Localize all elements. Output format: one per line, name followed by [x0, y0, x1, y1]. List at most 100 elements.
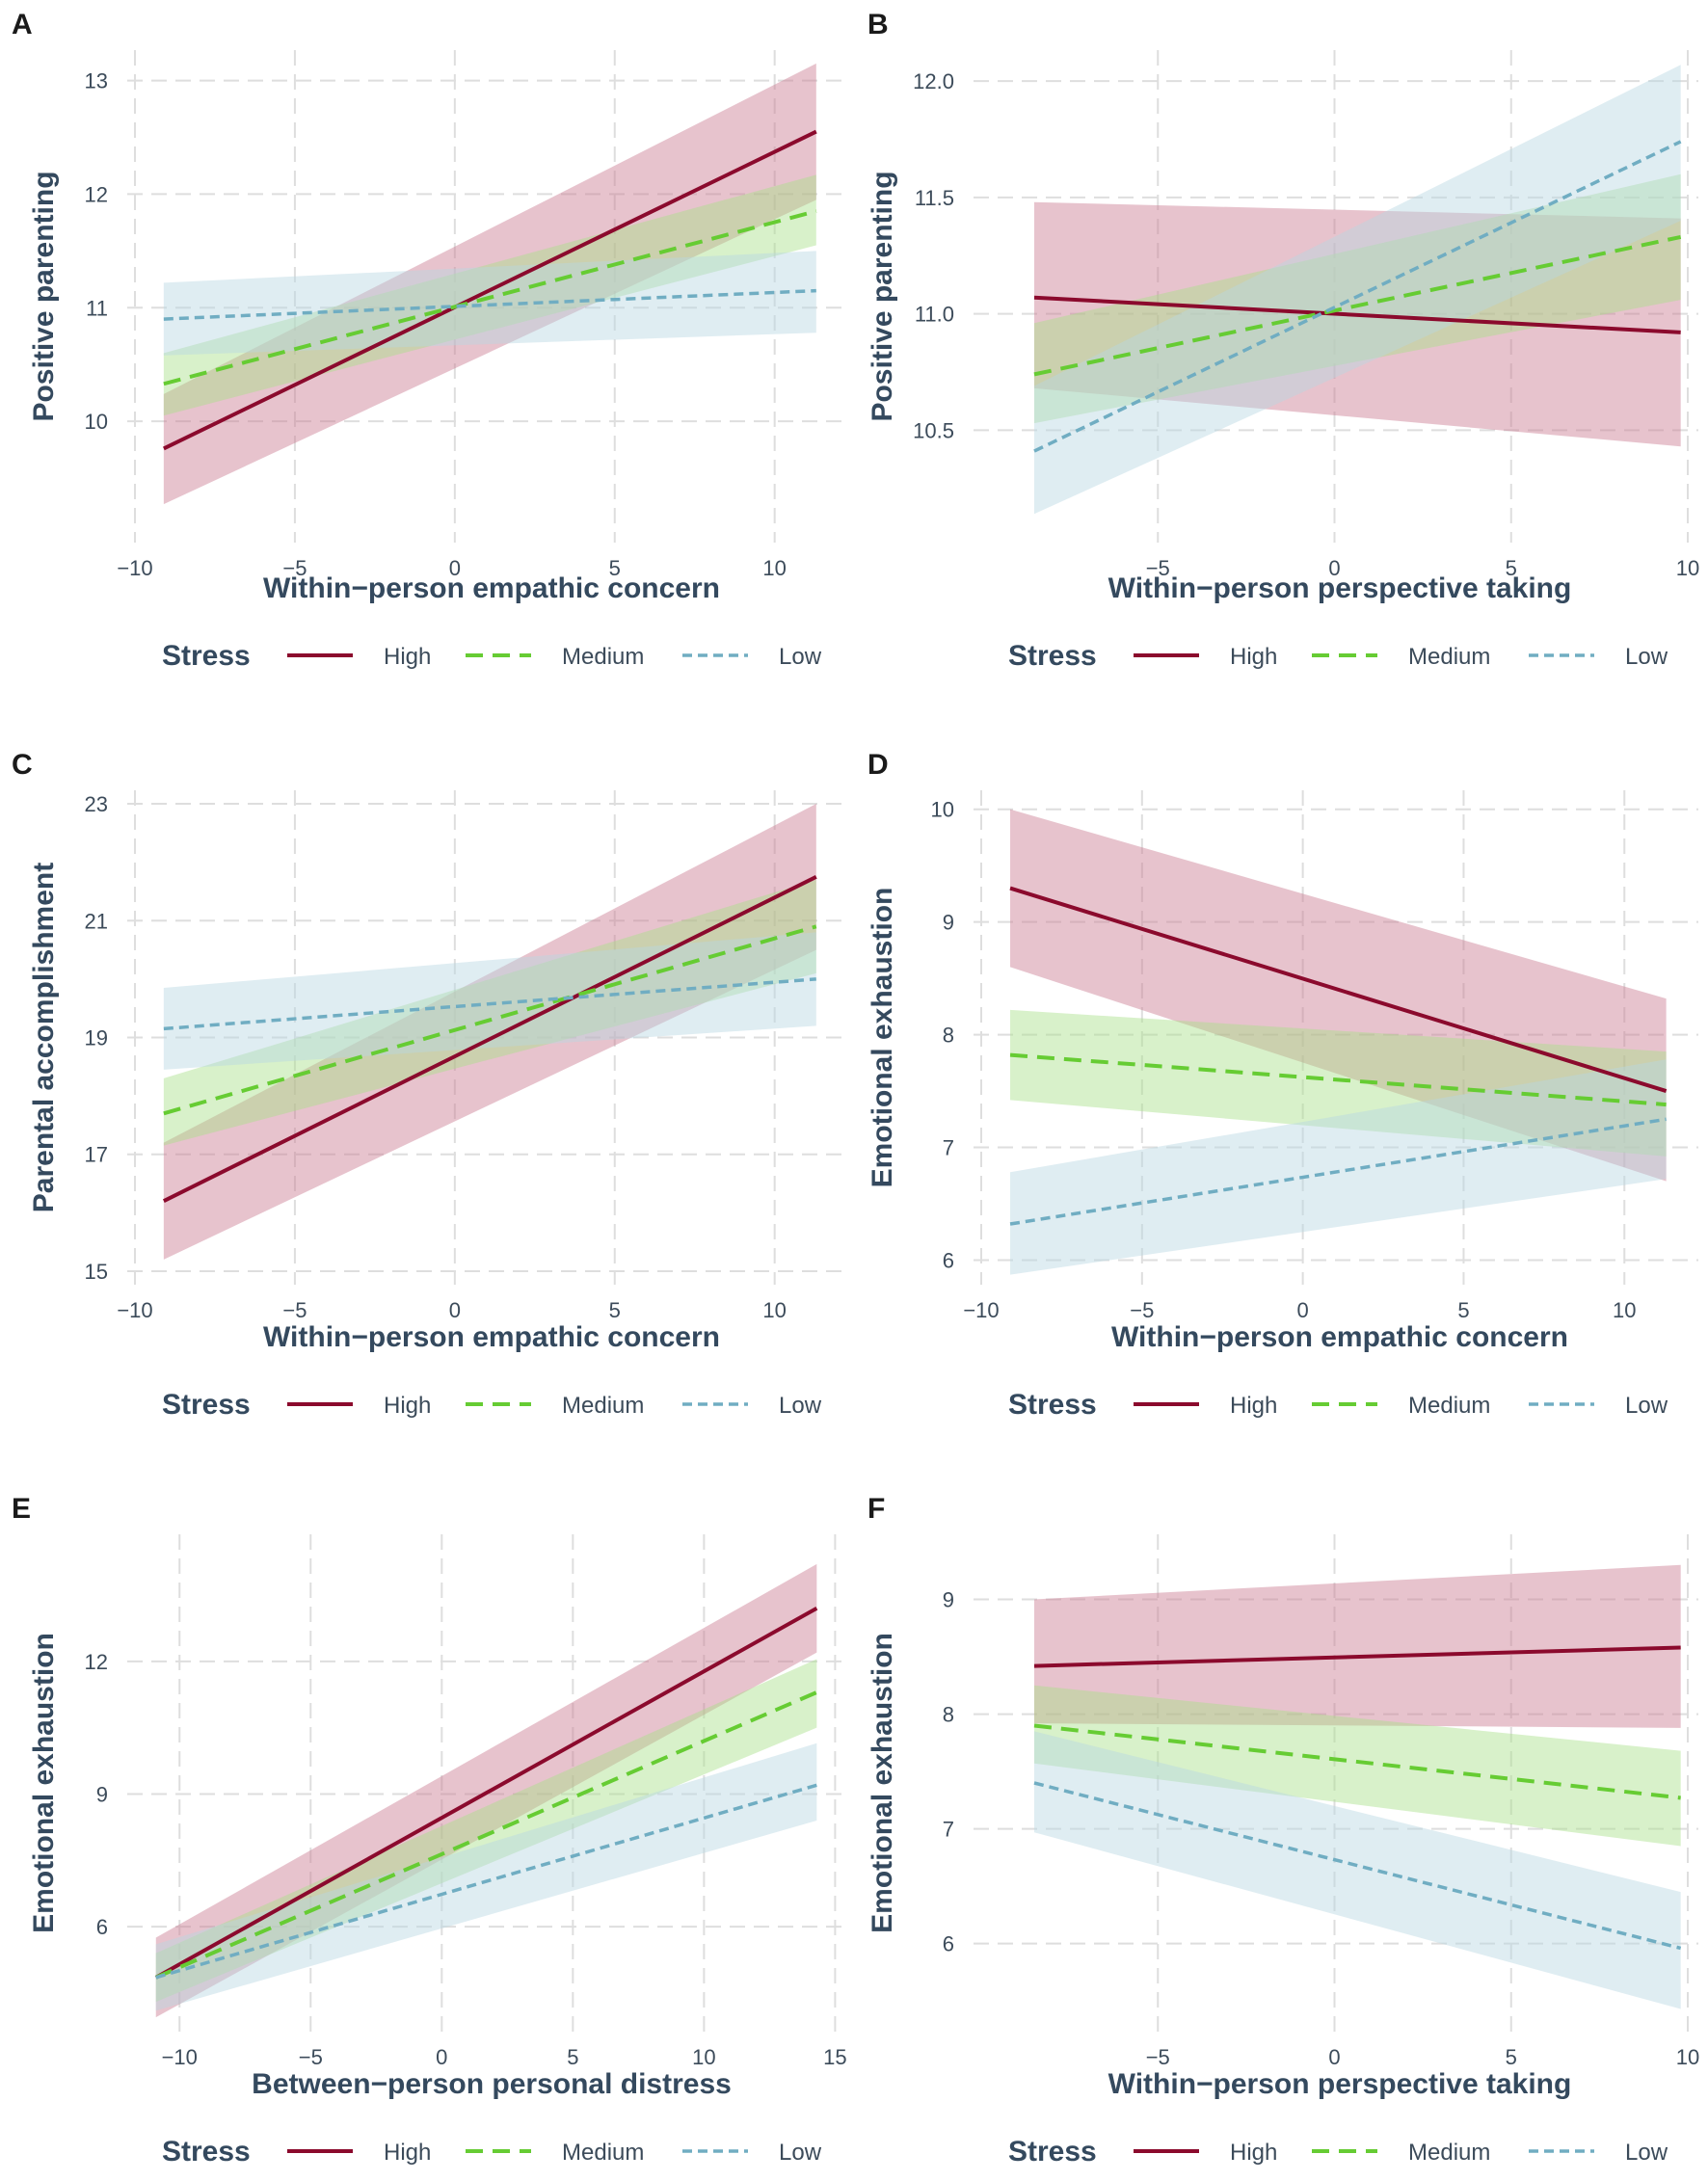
x-axis-title: Within−person empathic concern	[263, 1321, 720, 1353]
legend: Stress High Medium Low	[162, 640, 822, 672]
series-line-medium	[163, 924, 817, 1116]
series-line-medium	[154, 1690, 818, 1980]
y-tick-labels: 6 7 8 9 10	[931, 798, 954, 1273]
x-tick-label: −5	[1130, 1298, 1154, 1322]
y-tick-label: 17	[85, 1143, 108, 1167]
series-line-medium	[1033, 1723, 1681, 1800]
legend: Stress High Medium Low	[162, 1389, 822, 1421]
x-tick-label: 10	[1613, 1298, 1636, 1322]
x-tick-label: −10	[963, 1298, 999, 1322]
series-line-high	[162, 875, 817, 1203]
series-lines	[1033, 1645, 1682, 1951]
confidence-bands	[1033, 1564, 1681, 2009]
series-lines	[162, 129, 817, 451]
y-axis-title: Positive parenting	[28, 171, 60, 421]
y-tick-label: 6	[943, 1248, 954, 1272]
legend-label-high: High	[1230, 644, 1277, 670]
x-tick-label: 5	[1457, 1298, 1469, 1322]
x-tick-label: 10	[1676, 556, 1699, 580]
ci-band-high	[163, 63, 816, 505]
confidence-bands	[1010, 809, 1667, 1275]
x-tick-label: −5	[282, 556, 307, 580]
x-tick-label: −5	[1146, 556, 1170, 580]
series-lines	[1009, 886, 1668, 1226]
ci-band-medium	[163, 879, 816, 1146]
series-lines	[154, 1607, 818, 1980]
legend: Stress High Medium Low	[1008, 1389, 1668, 1421]
confidence-bands	[1033, 65, 1681, 515]
grid	[127, 1534, 848, 2032]
legend-label-medium: Medium	[562, 644, 644, 670]
x-tick-label: 0	[449, 1298, 461, 1322]
ci-band-low	[1033, 65, 1681, 515]
legend-label-medium: Medium	[1408, 2140, 1490, 2166]
x-axis-title: Within−person perspective taking	[1108, 2068, 1572, 2100]
legend-label-low: Low	[779, 644, 822, 670]
y-tick-label: 15	[85, 1260, 108, 1284]
x-tick-label: 10	[1676, 2045, 1699, 2069]
y-tick-label: 6	[96, 1915, 108, 1939]
y-tick-label: 10	[931, 798, 954, 822]
legend-title: Stress	[162, 1389, 251, 1421]
panel-letter: E	[12, 1493, 31, 1525]
x-tick-label: 0	[436, 2045, 447, 2069]
legend-label-low: Low	[1625, 644, 1668, 670]
legend-label-high: High	[1230, 2140, 1277, 2166]
x-axis-title: Within−person perspective taking	[1108, 572, 1572, 604]
series-line-high	[154, 1607, 818, 1980]
x-tick-label: 0	[449, 556, 461, 580]
y-axis-title: Positive parenting	[867, 171, 898, 421]
legend-label-low: Low	[779, 1393, 822, 1419]
y-tick-label: 11.5	[915, 186, 954, 210]
confidence-bands	[155, 1563, 817, 2018]
y-tick-label: 8	[943, 1703, 954, 1727]
series-line-high	[1033, 295, 1681, 334]
panel-a: A −10 −5 0 5 10 10 11 12 13 Within−person empathic…	[12, 9, 848, 672]
x-tick-label: 10	[762, 556, 786, 580]
legend: Stress High Medium Low	[1008, 640, 1668, 672]
panel-letter: F	[867, 1493, 885, 1525]
grid	[974, 1534, 1698, 2032]
legend-title: Stress	[162, 640, 251, 672]
x-tick-label: 5	[609, 1298, 621, 1322]
series-line-medium	[1033, 234, 1682, 377]
series-line-low	[1033, 140, 1682, 453]
panel-letter: D	[867, 749, 889, 781]
legend: Stress High Medium Low	[162, 2136, 822, 2168]
ci-band-low	[1033, 1731, 1681, 2009]
y-axis-title: Emotional exhaustion	[867, 1633, 898, 1933]
x-tick-labels: −5 0 5 10	[1146, 2045, 1700, 2069]
y-tick-label: 9	[943, 911, 954, 935]
legend-label-medium: Medium	[1408, 1393, 1490, 1419]
y-tick-label: 19	[85, 1026, 108, 1051]
y-tick-labels: 10.5 11.0 11.5 12.0	[913, 69, 954, 442]
ci-band-low	[1010, 1059, 1667, 1275]
ci-band-medium	[1033, 1685, 1681, 1847]
x-tick-label: 0	[1328, 556, 1340, 580]
legend-label-high: High	[384, 2140, 431, 2166]
confidence-bands	[163, 804, 816, 1260]
ci-band-high	[1033, 1564, 1681, 1728]
x-tick-label: −5	[299, 2045, 323, 2069]
series-line-high	[1009, 886, 1668, 1093]
legend-label-high: High	[1230, 1393, 1277, 1419]
x-tick-labels: −10 −5 0 5 10	[963, 1298, 1636, 1322]
y-tick-labels: 6 7 8 9	[943, 1588, 954, 1956]
x-tick-label: −10	[117, 556, 152, 580]
x-tick-label: −5	[282, 1298, 307, 1322]
panel-letter: A	[12, 9, 33, 40]
y-tick-labels: 6 9 12	[85, 1650, 108, 1939]
legend-label-low: Low	[1625, 1393, 1668, 1419]
y-tick-label: 21	[85, 909, 108, 933]
x-tick-label: 0	[1328, 2045, 1340, 2069]
legend-label-low: Low	[1625, 2140, 1668, 2166]
x-tick-labels: −10 −5 0 5 10 15	[162, 2045, 847, 2069]
ci-band-medium	[155, 1659, 817, 2003]
panel-letter: C	[12, 749, 33, 781]
y-tick-label: 12.0	[913, 69, 954, 93]
legend-title: Stress	[1008, 640, 1097, 672]
legend-label-low: Low	[779, 2140, 822, 2166]
x-tick-label: −10	[117, 1298, 152, 1322]
legend-label-medium: Medium	[1408, 644, 1490, 670]
